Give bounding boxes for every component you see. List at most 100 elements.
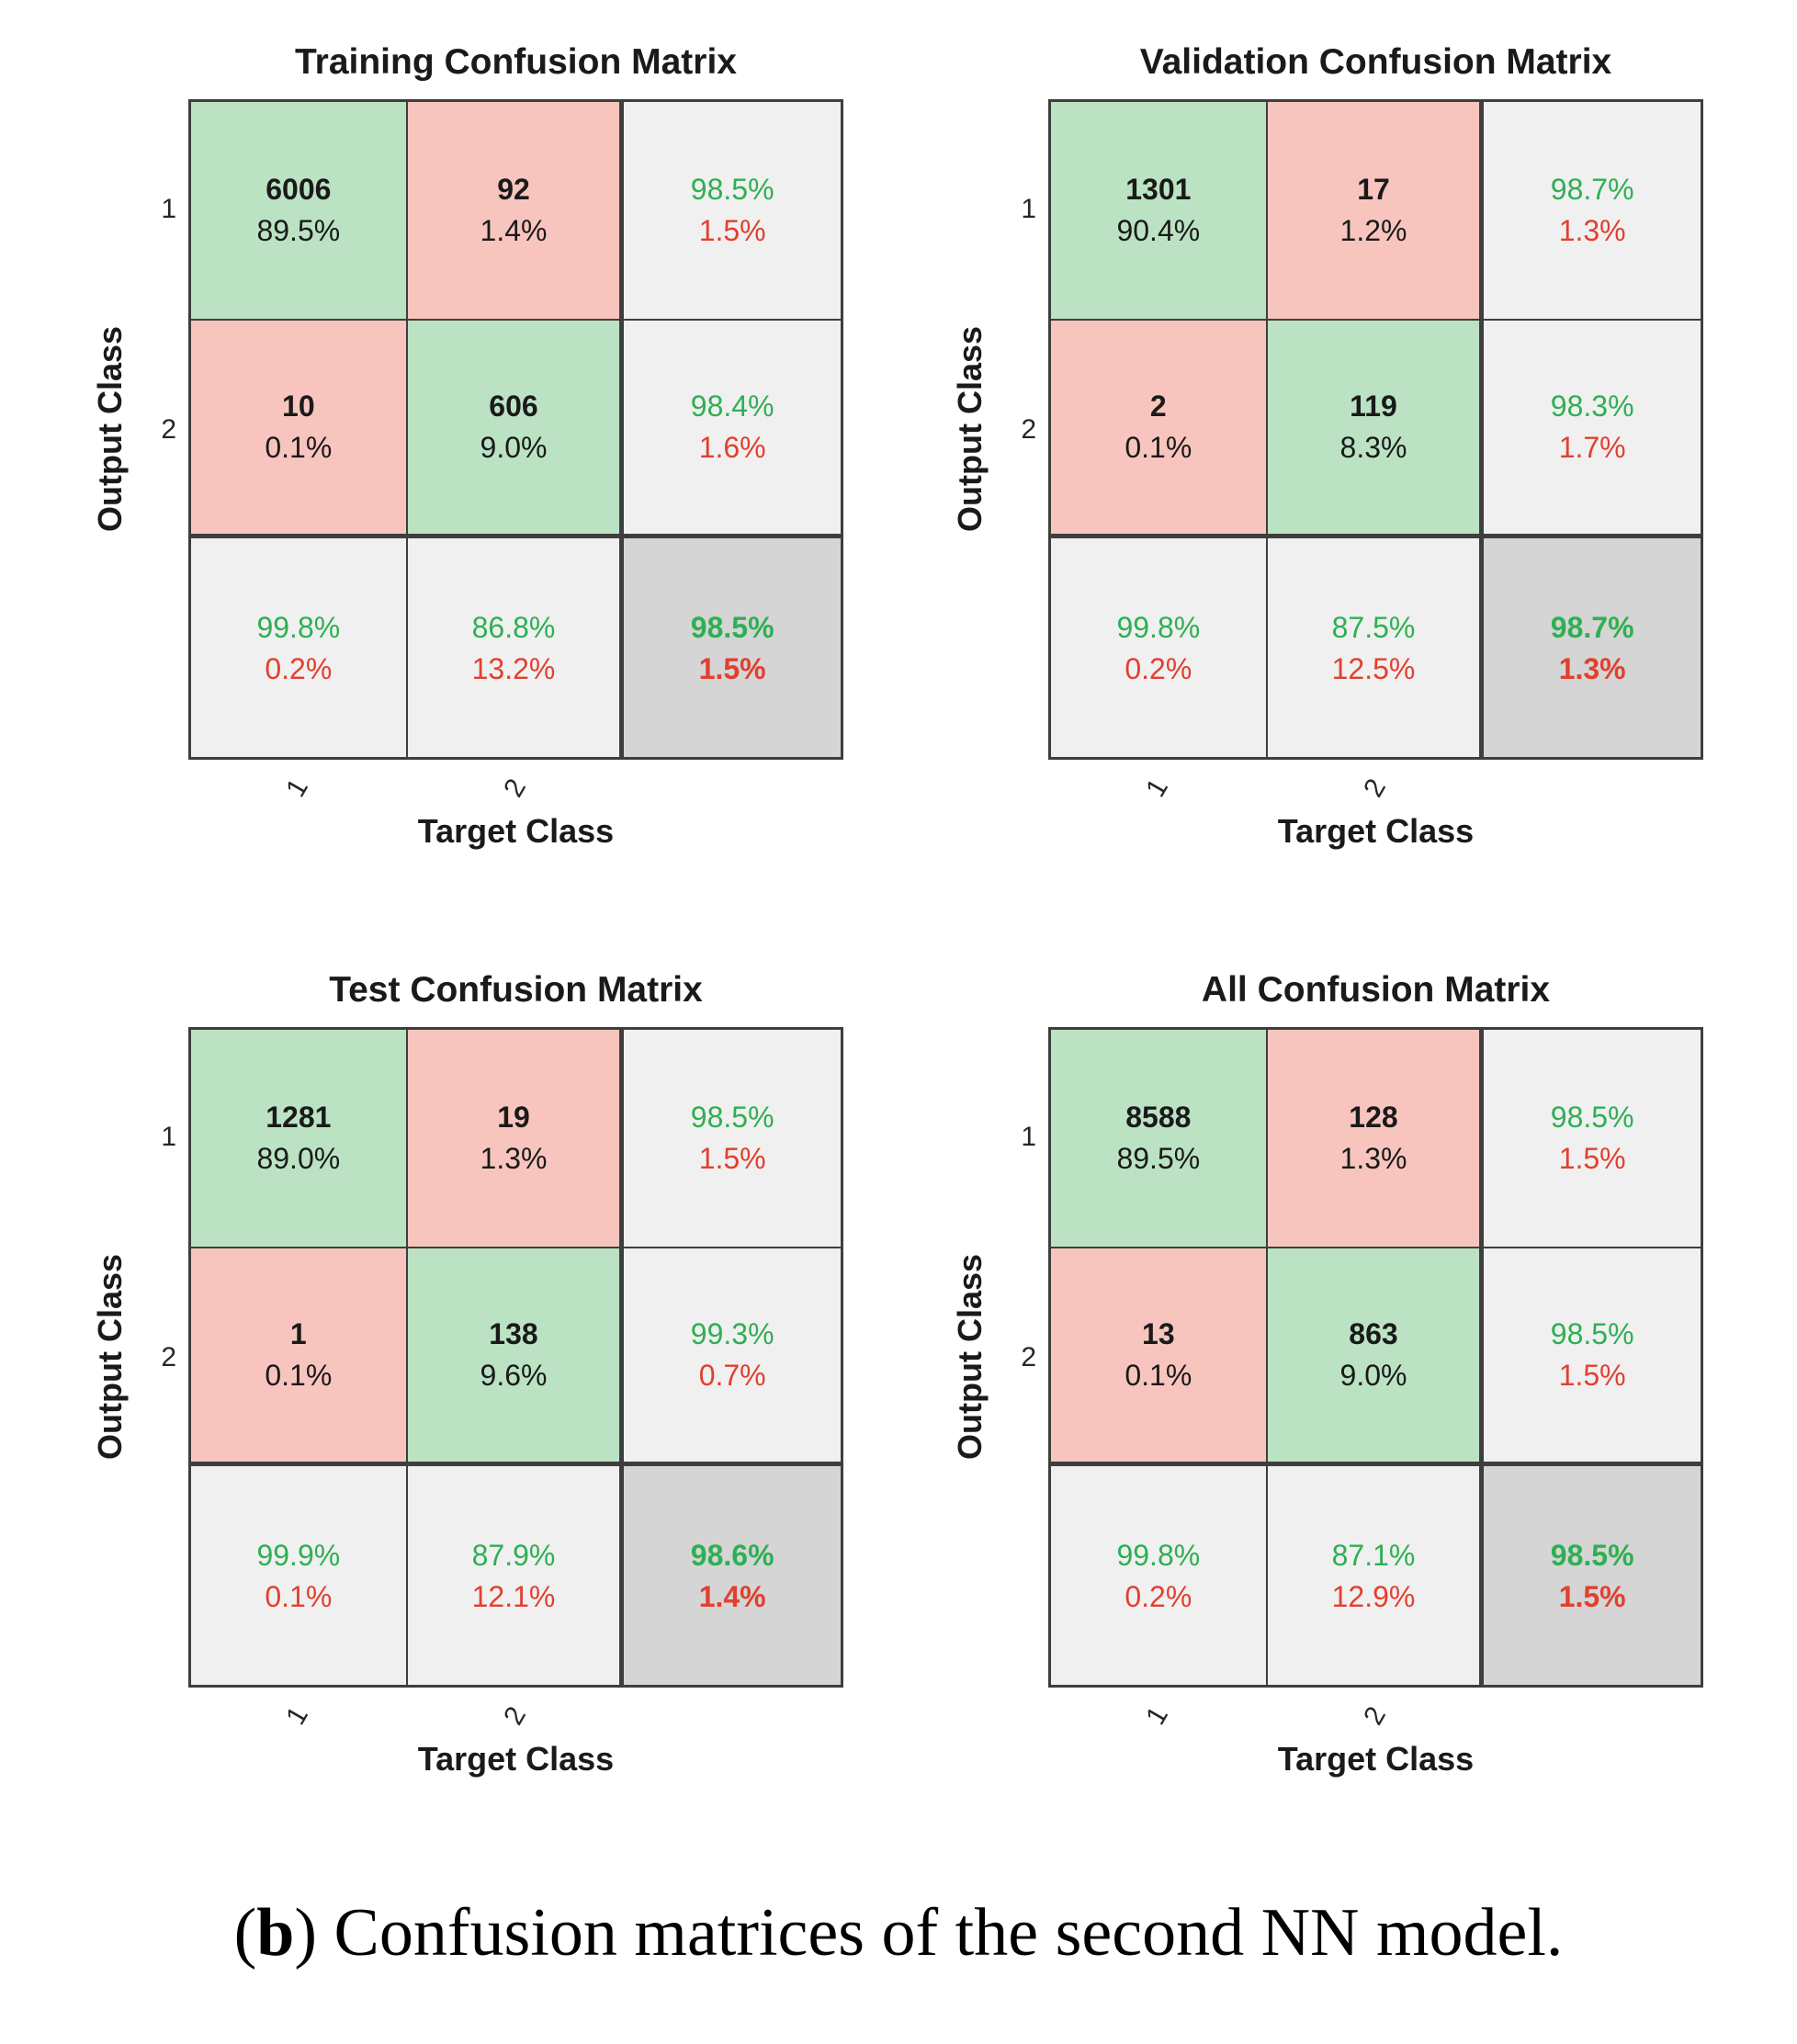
y-tick-1: 1 xyxy=(1021,1122,1036,1152)
x-axis-label: Target Class xyxy=(1277,812,1475,850)
cell-count: 138 xyxy=(489,1317,538,1351)
summary-negative: 1.5% xyxy=(698,1142,766,1176)
summary-positive: 98.5% xyxy=(690,173,774,207)
overall-negative: 1.4% xyxy=(698,1579,766,1613)
summary-positive: 98.5% xyxy=(690,1101,774,1135)
summary-negative: 13.2% xyxy=(471,651,556,685)
overall-positive: 98.7% xyxy=(1550,610,1634,644)
cell-percent: 90.4% xyxy=(1116,214,1201,248)
y-tick-2: 2 xyxy=(161,414,176,445)
cell-r1c3-row-summary: 98.5% 1.5% xyxy=(1484,1030,1701,1248)
overall-negative: 1.5% xyxy=(698,651,766,685)
cell-percent: 0.1% xyxy=(1125,431,1192,465)
cell-percent: 0.1% xyxy=(265,1359,333,1393)
cell-count: 6006 xyxy=(266,173,332,207)
cell-count: 1301 xyxy=(1125,173,1192,207)
caption-subfigure-letter: b xyxy=(256,1895,295,1971)
summary-positive: 99.8% xyxy=(1116,1538,1201,1572)
x-tick-1: 1 xyxy=(1140,774,1175,803)
cell-r1c2: 128 1.3% xyxy=(1267,1030,1485,1248)
y-tick-1: 1 xyxy=(1021,194,1036,224)
y-tick-2: 2 xyxy=(1021,414,1036,445)
y-tick-1: 1 xyxy=(161,1122,176,1152)
summary-negative: 1.7% xyxy=(1558,431,1626,465)
overall-negative: 1.3% xyxy=(1558,651,1626,685)
cell-r2c3-row-summary: 98.5% 1.5% xyxy=(1484,1248,1701,1467)
caption-paren-close: ) xyxy=(294,1895,318,1971)
plot-title: Test Confusion Matrix xyxy=(329,970,703,1010)
cell-r1c1: 6006 89.5% xyxy=(191,102,408,321)
cell-r2c1: 1 0.1% xyxy=(191,1248,408,1467)
cell-percent: 89.5% xyxy=(256,214,341,248)
cell-percent: 8.3% xyxy=(1339,431,1407,465)
cell-r3c2-col-summary: 87.1% 12.9% xyxy=(1267,1466,1485,1685)
confusion-matrix-grid: 1301 90.4% 17 1.2% 98.7% 1.3% 2 0.1% 119 8.3%… xyxy=(1048,99,1703,760)
caption-paren-open: ( xyxy=(233,1895,257,1971)
summary-negative: 12.9% xyxy=(1331,1579,1416,1613)
cell-percent: 0.1% xyxy=(265,431,333,465)
summary-positive: 99.8% xyxy=(256,610,341,644)
x-tick-2: 2 xyxy=(498,774,533,803)
cell-r2c1: 10 0.1% xyxy=(191,320,408,539)
all-confusion-matrix-plot: All Confusion Matrix Output Class 1 2 85… xyxy=(860,928,1758,1856)
cell-r2c2: 606 9.0% xyxy=(407,320,625,539)
cell-r1c2: 92 1.4% xyxy=(407,102,625,321)
y-axis-label: Output Class xyxy=(951,1253,989,1461)
cell-r2c2: 119 8.3% xyxy=(1267,320,1485,539)
cell-r1c3-row-summary: 98.7% 1.3% xyxy=(1484,102,1701,321)
cell-r3c1-col-summary: 99.8% 0.2% xyxy=(1051,538,1268,757)
summary-positive: 98.5% xyxy=(1550,1317,1634,1351)
summary-negative: 1.3% xyxy=(1558,214,1626,248)
summary-positive: 86.8% xyxy=(471,610,556,644)
cell-r3c3-overall: 98.5% 1.5% xyxy=(624,538,841,757)
cell-count: 863 xyxy=(1349,1317,1398,1351)
cell-count: 1281 xyxy=(266,1101,332,1135)
summary-positive: 87.1% xyxy=(1331,1538,1416,1572)
cell-r3c1-col-summary: 99.9% 0.1% xyxy=(191,1466,408,1685)
cell-r1c3-row-summary: 98.5% 1.5% xyxy=(624,1030,841,1248)
x-tick-2: 2 xyxy=(1358,774,1393,803)
training-confusion-matrix-plot: Training Confusion Matrix Output Class 1… xyxy=(0,0,898,928)
cell-r3c2-col-summary: 87.5% 12.5% xyxy=(1267,538,1485,757)
cell-r1c1: 1281 89.0% xyxy=(191,1030,408,1248)
x-tick-1: 1 xyxy=(280,774,315,803)
x-tick-2: 2 xyxy=(1358,1701,1393,1731)
cell-count: 19 xyxy=(497,1101,530,1135)
summary-negative: 12.5% xyxy=(1331,651,1416,685)
cell-r3c1-col-summary: 99.8% 0.2% xyxy=(191,538,408,757)
summary-positive: 99.3% xyxy=(690,1317,774,1351)
cell-count: 10 xyxy=(282,390,315,423)
y-axis-label: Output Class xyxy=(951,325,989,533)
plot-title: Validation Confusion Matrix xyxy=(1139,42,1612,82)
x-tick-1: 1 xyxy=(1140,1701,1175,1731)
y-tick-2: 2 xyxy=(1021,1342,1036,1372)
cell-r2c2: 138 9.6% xyxy=(407,1248,625,1467)
figure-caption: (b) Confusion matrices of the second NN … xyxy=(0,1894,1797,1972)
summary-negative: 0.2% xyxy=(1125,651,1192,685)
cell-percent: 0.1% xyxy=(1125,1359,1192,1393)
plot-title: Training Confusion Matrix xyxy=(294,42,737,82)
summary-negative: 12.1% xyxy=(471,1579,556,1613)
cell-r1c1: 1301 90.4% xyxy=(1051,102,1268,321)
confusion-matrix-grid: 6006 89.5% 92 1.4% 98.5% 1.5% 10 0.1% 606 9.0… xyxy=(188,99,843,760)
overall-positive: 98.5% xyxy=(690,610,774,644)
test-confusion-matrix-plot: Test Confusion Matrix Output Class 1 2 1… xyxy=(0,928,898,1856)
caption-text: Confusion matrices of the second NN mode… xyxy=(333,1895,1564,1971)
cell-r2c1: 2 0.1% xyxy=(1051,320,1268,539)
summary-negative: 1.6% xyxy=(698,431,766,465)
x-tick-1: 1 xyxy=(280,1701,315,1731)
summary-negative: 0.7% xyxy=(698,1359,766,1393)
summary-negative: 0.2% xyxy=(265,651,333,685)
summary-positive: 98.4% xyxy=(690,390,774,423)
cell-r3c3-overall: 98.5% 1.5% xyxy=(1484,1466,1701,1685)
y-axis-label: Output Class xyxy=(91,325,129,533)
summary-positive: 98.3% xyxy=(1550,390,1634,423)
overall-negative: 1.5% xyxy=(1558,1579,1626,1613)
x-axis-label: Target Class xyxy=(417,1740,615,1778)
cell-r3c3-overall: 98.6% 1.4% xyxy=(624,1466,841,1685)
cell-percent: 1.2% xyxy=(1339,214,1407,248)
cell-count: 119 xyxy=(1350,390,1397,423)
validation-confusion-matrix-plot: Validation Confusion Matrix Output Class… xyxy=(860,0,1758,928)
cell-r3c2-col-summary: 87.9% 12.1% xyxy=(407,1466,625,1685)
